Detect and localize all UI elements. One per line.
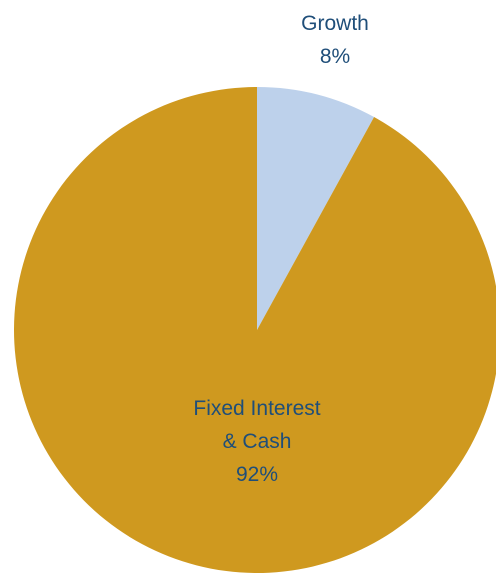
pie-slice-1-value-label: 92% [236,463,278,486]
pie-slices [14,87,496,573]
pie-slice-1-label: & Cash [223,430,292,453]
pie-slice-1 [14,87,496,573]
pie-slice-0-label: Growth [301,12,369,35]
pie-slice-1-label: Fixed Interest [193,397,320,420]
pie-labels: Growth 8% Fixed Interest & Cash 92% [193,12,368,486]
pie-slice-0 [257,87,375,330]
pie-slice-0-value-label: 8% [320,45,350,68]
